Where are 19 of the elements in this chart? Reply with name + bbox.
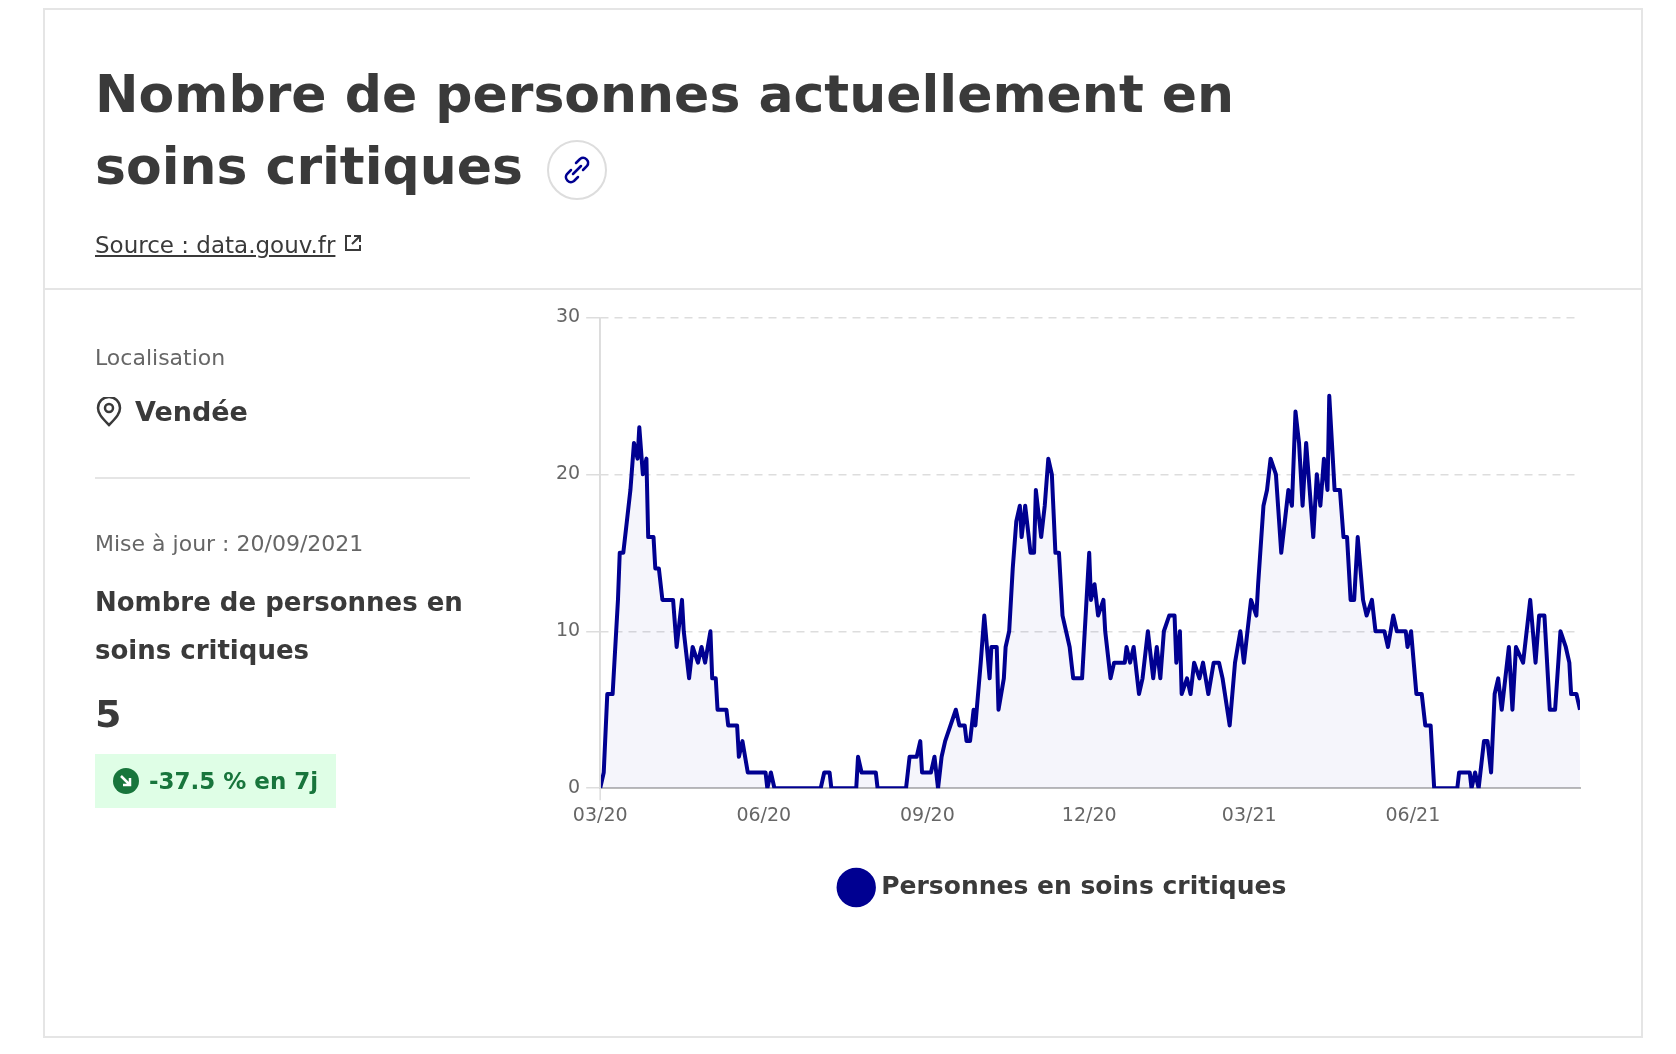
legend-label: Personnes en soins critiques [881,871,1287,900]
text: 5 [95,692,122,736]
text: Mise à jour : 20/09/2021 [95,531,364,556]
text: -37.5 % en 7j [149,768,319,794]
x-tick-label: 06/21 [1385,802,1441,825]
source-note: Source : data.gouv.fr [95,232,336,258]
y-tick-label: 30 [555,304,581,327]
x-tick-label: 06/20 [736,802,792,825]
x-tick-label: 09/20 [899,802,955,825]
x-tick-label: 12/20 [1061,802,1117,825]
y-tick-label: 0 [568,775,581,798]
chart-title: Nombre de personnes actuellement en soins critiques [95,64,1235,196]
x-tick-label: 03/21 [1221,802,1277,825]
text: Nombre de personnes en soins critiques [95,587,463,665]
x-tick-label: 03/20 [572,802,628,825]
text: Localisation [95,345,226,370]
y-tick-label: 10 [555,618,581,641]
text: Vendée [135,396,248,427]
y-tick-label: 20 [555,461,581,484]
